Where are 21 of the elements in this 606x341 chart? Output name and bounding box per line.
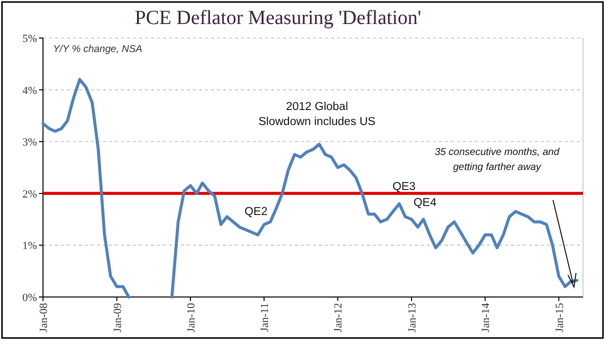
chart-title: PCE Deflator Measuring 'Deflation' (134, 7, 422, 29)
y-tick-label: 0% (22, 292, 37, 304)
annotation: QE4 (413, 197, 438, 209)
x-tick-label: Jan-15 (554, 302, 566, 332)
y-tick-label: 2% (22, 188, 37, 200)
x-tick-label: Jan-11 (259, 303, 272, 332)
x-tick-label: Jan-10 (185, 302, 198, 332)
annotation: 35 consecutive months, and getting farther away (434, 147, 560, 173)
annotation: QE3 (392, 181, 416, 193)
y-tick-label: 1% (22, 240, 37, 252)
x-tick-label: Jan-13 (406, 302, 419, 332)
annotation: 2012 Global Slowdown includes US (258, 101, 376, 128)
y-tick-label: 3% (22, 136, 37, 149)
x-tick-label: Jan-09 (112, 302, 124, 332)
x-tick-label: Jan-08 (38, 302, 50, 332)
y-tick-label: 4% (22, 84, 37, 97)
x-tick-label: Jan-14 (480, 302, 492, 332)
text: Y/Y % change, NSA (53, 44, 143, 55)
y-tick-label: 5% (22, 33, 37, 45)
annotation: QE2 (244, 206, 268, 218)
x-tick-label: Jan-12 (332, 303, 345, 332)
